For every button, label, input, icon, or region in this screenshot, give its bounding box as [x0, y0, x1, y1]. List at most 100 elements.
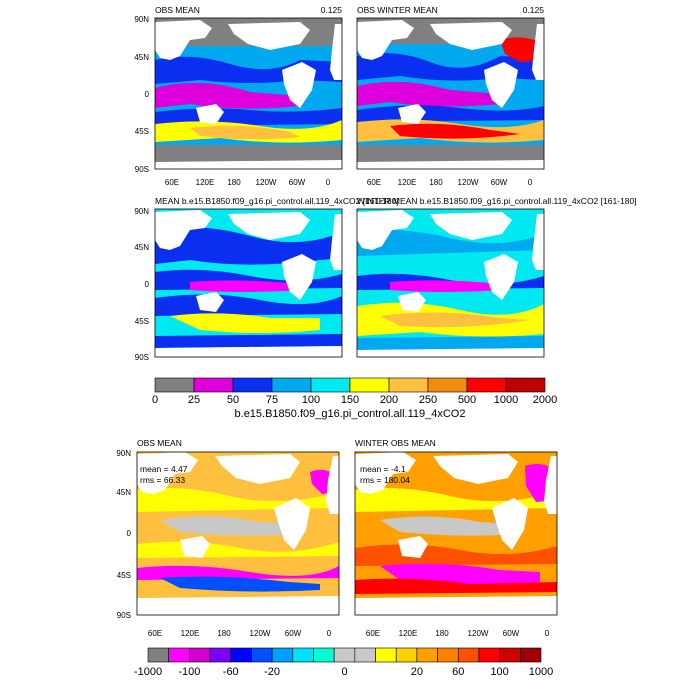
panel-frame [154, 208, 343, 358]
land-eurasia [137, 452, 198, 494]
colorbar-box [333, 647, 356, 663]
colorbar-tick-label: 150 [341, 394, 359, 406]
panel-title: OBS MEAN [137, 438, 182, 448]
panel-diff-obs-mean: OBS MEAN mean = 4.47 rms = 66.33 90N 45N… [116, 438, 340, 638]
x-tick-label: 120E [399, 629, 418, 638]
panel-model-mean: MEAN b.e15.B1850.f09_g16.pi_control.all.… [134, 196, 398, 362]
land-antarctica [355, 596, 557, 615]
equatorial-minimum [390, 280, 500, 292]
land-australia [398, 536, 428, 558]
panel-frame [354, 451, 558, 616]
deep-mixing-band [380, 312, 530, 328]
sub-antarctic-band [170, 313, 320, 333]
colorbar-box [230, 647, 252, 663]
deep-mixing-band [390, 123, 520, 139]
colorbar-absolute: 0 25 50 75 100 150 200 250 500 1000 2000 [152, 377, 557, 406]
colorbar-box [505, 377, 546, 393]
land-africa-europe [330, 214, 342, 270]
colorbar-box [375, 647, 397, 663]
x-tick-label: 0 [545, 629, 550, 638]
x-tick-label: 60E [366, 629, 380, 638]
panel-value: 0.125 [523, 5, 545, 15]
x-tick-label: 120E [196, 178, 215, 187]
colorbar-box [154, 377, 195, 393]
colorbar-box [388, 377, 429, 393]
x-tick-label: 120W [256, 178, 277, 187]
tropical-neutral-band [380, 516, 520, 536]
x-tick-label: 180 [227, 178, 241, 187]
y-tick-label: 0 [145, 90, 150, 99]
land-africa-europe [544, 456, 557, 514]
colorbar-tick-label: 0 [341, 666, 347, 678]
y-axis: 90N 45N 0 45S 90S [134, 15, 149, 174]
colorbar-tick-label: 25 [188, 394, 200, 406]
y-tick-label: 90S [117, 611, 131, 620]
y-tick-label: 0 [127, 529, 132, 538]
colorbar-box [292, 647, 314, 663]
land-antarctica [137, 596, 339, 615]
land-eurasia [155, 20, 212, 60]
x-tick-label: 120W [250, 629, 271, 638]
colorbar-box [232, 377, 273, 393]
y-tick-label: 45S [135, 127, 149, 136]
land-north-america [228, 212, 310, 240]
colorbar-box [193, 377, 234, 393]
land-australia [196, 104, 224, 124]
x-tick-label: 120W [458, 178, 479, 187]
land-australia [180, 536, 210, 558]
colorbar-tick-label: 250 [419, 394, 437, 406]
land-north-america [430, 22, 512, 50]
land-south-america [492, 498, 528, 550]
panel-title: OBS MEAN [155, 5, 200, 15]
panel-title: OBS WINTER MEAN [357, 5, 438, 15]
land-south-america [484, 62, 518, 108]
colorbar-box [457, 647, 480, 663]
equatorial-minimum [190, 280, 300, 292]
x-tick-label: 120E [398, 178, 417, 187]
colorbar-tick-label: 20 [411, 666, 423, 678]
x-tick-label: 180 [435, 629, 449, 638]
colorbar-tick-label: 500 [458, 394, 476, 406]
colorbar-box [499, 647, 521, 663]
colorbar-tick-label: 75 [266, 394, 278, 406]
nh-interior-band [357, 230, 544, 256]
subtropics-band [357, 81, 500, 107]
land-antarctica [155, 160, 342, 169]
colorbar-box [147, 647, 169, 663]
stat-rms: rms = 180.04 [360, 475, 410, 485]
land-africa-europe [532, 24, 544, 80]
land-north-america [430, 212, 512, 240]
panel-frame [356, 208, 545, 358]
colorbar-box [437, 647, 459, 663]
land-eurasia [355, 452, 416, 494]
land-south-america [282, 62, 316, 108]
colorbar-box [168, 647, 190, 663]
stat-rms: rms = 66.33 [140, 475, 185, 485]
strong-positive-band [355, 578, 557, 594]
panel-obs-winter-mean: OBS WINTER MEAN 0.125 60E 120E 180 120W … [356, 5, 545, 187]
colorbar-box [271, 377, 312, 393]
x-tick-label: 60W [285, 629, 302, 638]
land-africa-europe [326, 456, 339, 514]
tropical-neutral-band [160, 516, 300, 536]
x-axis: 60E 120E 180 120W 60W 0 [367, 178, 533, 187]
colorbar-tick-label: 2000 [533, 394, 557, 406]
y-tick-label: 45N [116, 488, 131, 497]
colorbar-tick-label: -100 [178, 666, 200, 678]
antarctic-margin [155, 334, 342, 348]
colorbar-caption: b.e15.B1850.f09_g16.pi_control.all.119_4… [235, 408, 466, 420]
colorbar-box [395, 647, 418, 663]
land-south-america [484, 254, 518, 300]
colorbar-box [478, 647, 500, 663]
colorbar-tick-label: 0 [152, 394, 158, 406]
colorbar-box [209, 647, 232, 663]
colorbar-box [189, 647, 211, 663]
y-axis: 90N 45N 0 45S 90S [116, 449, 131, 620]
antarctic-margin [357, 336, 544, 350]
x-tick-label: 120E [181, 629, 200, 638]
land-africa-europe [330, 24, 342, 80]
colorbar-tick-label: 100 [490, 666, 508, 678]
y-tick-label: 45S [117, 571, 131, 580]
land-australia [196, 292, 224, 312]
y-tick-label: 90N [134, 15, 149, 24]
